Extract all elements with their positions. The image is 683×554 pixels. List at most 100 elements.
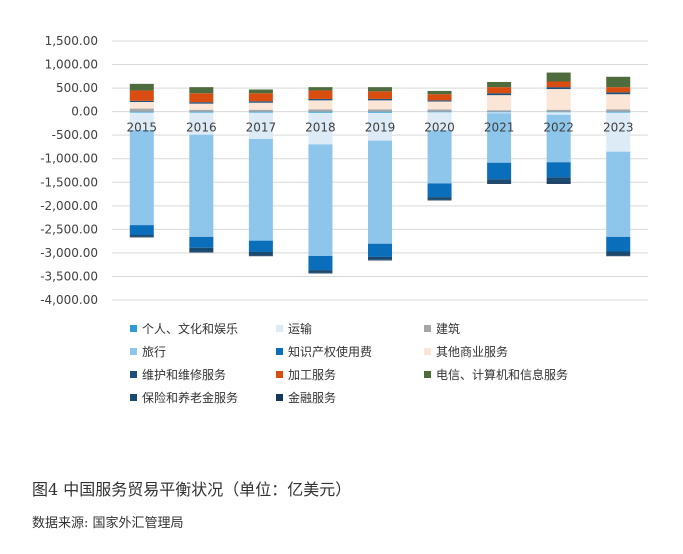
bar-segment (546, 112, 571, 115)
x-tick-label: 2016 (186, 121, 217, 135)
bar-segment (546, 182, 571, 184)
bar-segment (546, 177, 571, 183)
legend-label: 建筑 (436, 321, 461, 336)
bar-segment (546, 81, 571, 88)
legend-item: 运输 (276, 320, 424, 336)
x-tick-label: 2015 (127, 121, 158, 135)
y-tick-label: -500.00 (52, 128, 98, 142)
bar-segment (487, 111, 512, 113)
legend-label: 电信、计算机和信息服务 (436, 367, 569, 382)
y-tick-label: 0.00 (71, 105, 98, 119)
bar-segment (427, 109, 452, 112)
y-axis: 1,500.00 1,000.00 500.00 0.00 -500.00 -1,000.… (40, 34, 98, 307)
legend-item: 维护和维修服务 (130, 366, 276, 382)
bar-segment (487, 162, 512, 180)
legend-swatch (276, 393, 283, 401)
bar-segment (129, 130, 154, 226)
y-tick-label: -1,000.00 (40, 152, 98, 166)
legend-label: 旅行 (142, 344, 167, 359)
bar-segment (427, 90, 452, 95)
legend-item: 保险和养老金服务 (130, 389, 276, 405)
bar-segment (189, 102, 214, 104)
bar-segment (546, 87, 571, 90)
bar-segment (427, 197, 452, 200)
bar-segment (308, 100, 333, 110)
legend-label: 加工服务 (288, 367, 337, 382)
bar-segment (189, 134, 214, 237)
bar-segment (427, 130, 452, 184)
bar-segment (189, 87, 214, 94)
bar-segment (606, 87, 631, 93)
bar-segment (189, 93, 214, 103)
bar-segment (368, 111, 392, 113)
bar-segment (189, 236, 214, 248)
y-tick-label: -4,000.00 (40, 293, 98, 307)
bar-segment (546, 109, 571, 112)
bar-segment (189, 111, 214, 113)
bar-segment (606, 76, 631, 88)
x-tick-label: 2020 (424, 121, 455, 135)
bars (129, 72, 631, 274)
y-tick-label: 500.00 (56, 81, 98, 95)
bar-segment (248, 89, 273, 94)
bar-segment (189, 103, 214, 110)
bar-segment (248, 102, 273, 110)
x-tick-label: 2017 (246, 121, 277, 135)
bar-segment (606, 236, 631, 252)
bar-segment (308, 90, 333, 99)
bar-segment (487, 93, 512, 96)
legend: 个人、文化和娱乐 运输 建筑 旅行 知识产权使用费 其他商业服务 维护和维修服务 加工服务 电信… (130, 320, 600, 405)
y-tick-label: 1,000.00 (45, 58, 98, 72)
bar-segment (487, 112, 512, 114)
bar-segment (427, 101, 452, 110)
y-tick-label: -2,500.00 (40, 222, 98, 236)
data-source: 数据来源: 国家外汇管理局 (32, 516, 184, 531)
bar-segment (606, 255, 631, 257)
bar-segment (427, 183, 452, 198)
legend-item: 金融服务 (276, 389, 424, 405)
legend-label: 个人、文化和娱乐 (142, 321, 239, 336)
legend-item: 个人、文化和娱乐 (130, 320, 276, 336)
chart-svg: 1,500.00 1,000.00 500.00 0.00 -500.00 -1,000.… (40, 34, 648, 307)
legend-label: 金融服务 (288, 390, 337, 405)
bar-segment (129, 111, 154, 113)
y-tick-label: -3,000.00 (40, 246, 98, 260)
bar-segment (248, 101, 273, 103)
y-tick-label: 1,500.00 (45, 34, 98, 48)
legend-label: 保险和养老金服务 (142, 390, 239, 405)
bar-segment (308, 112, 333, 145)
bar-segment (427, 100, 452, 102)
bar-segment (487, 81, 512, 88)
legend-swatch (424, 347, 431, 355)
bar-segment (487, 87, 512, 94)
bar-segment (606, 92, 631, 95)
legend-swatch (424, 324, 431, 332)
bar-segment (248, 109, 273, 112)
bar-segment (487, 95, 512, 111)
bar-segment (368, 91, 392, 99)
bar-segment (368, 109, 392, 112)
x-tick-label: 2021 (484, 121, 515, 135)
x-axis-labels: 2015 2016 2017 2018 2019 2020 2021 2022 2023 (127, 121, 634, 135)
bar-segment (368, 259, 392, 261)
bar-segment (487, 179, 512, 183)
bar-segment (248, 255, 273, 257)
bar-segment (487, 182, 512, 184)
bar-segment (248, 93, 273, 102)
bar-segment (308, 255, 333, 271)
x-tick-label: 2018 (305, 121, 336, 135)
legend-swatch (130, 347, 137, 355)
bar-segment (368, 87, 392, 92)
bar-segment (248, 240, 273, 252)
x-tick-label: 2022 (543, 121, 574, 135)
bar-segment (189, 109, 214, 112)
bar-segment (546, 72, 571, 82)
bar-segment (546, 162, 571, 178)
bar-segment (606, 94, 631, 110)
bar-segment (129, 83, 154, 91)
legend-label: 知识产权使用费 (288, 344, 373, 359)
legend-swatch (130, 324, 137, 332)
bar-segment (129, 235, 154, 237)
legend-swatch (424, 370, 431, 378)
legend-swatch (130, 370, 137, 378)
